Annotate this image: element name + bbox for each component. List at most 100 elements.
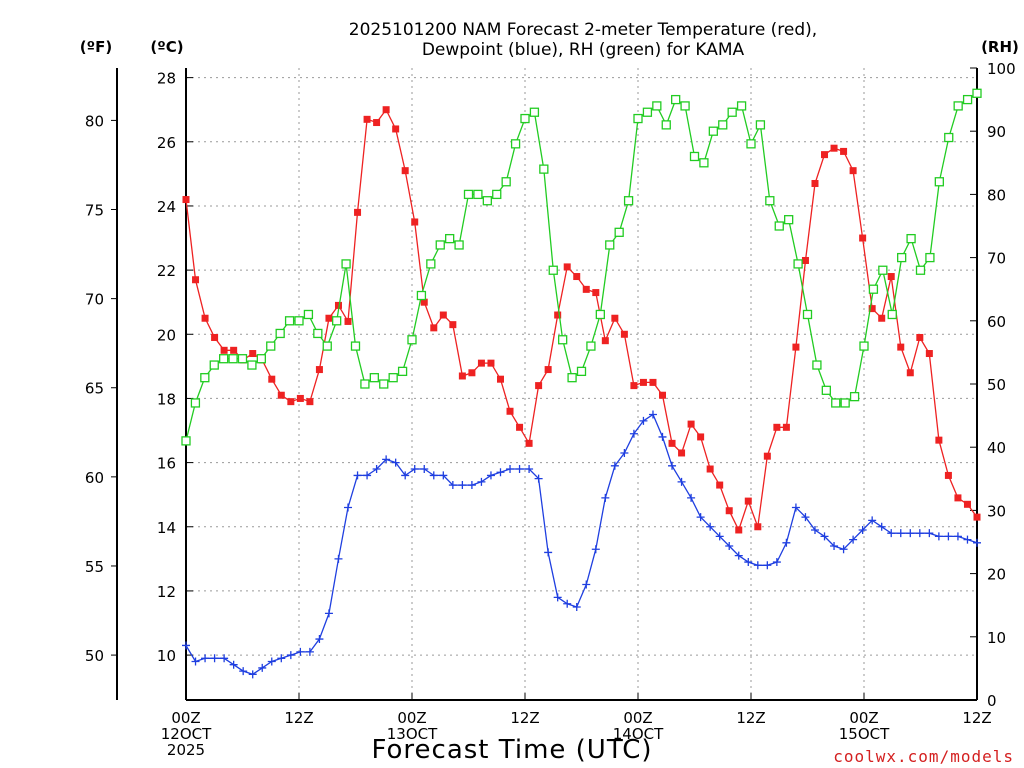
- data-point: [369, 373, 379, 383]
- data-point: [544, 366, 552, 374]
- data-point: [266, 341, 276, 351]
- data-point: [548, 265, 558, 275]
- data-point: [887, 529, 896, 538]
- data-point: [296, 394, 304, 402]
- data-point: [496, 375, 504, 383]
- data-point: [639, 416, 648, 425]
- data-point: [229, 660, 238, 669]
- data-point: [449, 321, 457, 329]
- data-point: [944, 532, 953, 541]
- data-point: [429, 471, 438, 480]
- data-point: [810, 525, 819, 534]
- data-point: [849, 391, 860, 402]
- celsius-tick-label: 18: [157, 390, 176, 408]
- fahrenheit-unit-label: (ºF): [80, 38, 112, 56]
- data-point: [954, 494, 962, 502]
- source-credit: coolwx.com/models: [833, 747, 1014, 766]
- data-point: [534, 474, 543, 483]
- data-point: [696, 513, 705, 522]
- data-point: [925, 252, 935, 263]
- data-point: [354, 208, 362, 216]
- data-point: [372, 465, 381, 474]
- data-point: [934, 177, 944, 187]
- data-point: [868, 284, 879, 294]
- data-point: [211, 333, 219, 341]
- data-point: [735, 526, 743, 534]
- x-tick-label: 12OCT: [161, 725, 212, 743]
- data-point: [906, 529, 915, 538]
- data-point: [659, 391, 667, 399]
- data-point: [973, 513, 981, 521]
- celsius-tick-label: 22: [157, 262, 176, 280]
- data-point: [515, 465, 524, 474]
- data-point: [877, 522, 886, 531]
- data-point: [567, 373, 577, 383]
- data-point: [963, 535, 972, 544]
- data-point: [642, 107, 653, 117]
- data-point: [746, 139, 756, 149]
- celsius-tick-label: 12: [157, 583, 176, 601]
- data-point: [487, 359, 495, 367]
- data-point: [344, 317, 352, 325]
- data-point: [620, 330, 628, 338]
- data-point: [219, 354, 229, 364]
- data-point: [573, 273, 581, 281]
- data-point: [821, 151, 829, 159]
- data-point: [820, 532, 829, 541]
- series-relative-humidity: [181, 88, 982, 446]
- data-point: [934, 532, 943, 541]
- data-point: [190, 398, 201, 408]
- data-point: [325, 314, 333, 322]
- x-tick-label: 00Z: [171, 709, 200, 727]
- data-point: [553, 593, 562, 602]
- data-point: [821, 385, 831, 395]
- data-point: [601, 493, 610, 502]
- data-point: [849, 167, 857, 175]
- data-point: [744, 497, 752, 505]
- data-point: [286, 651, 295, 660]
- data-point: [610, 461, 619, 470]
- data-point: [392, 125, 400, 133]
- data-point: [344, 503, 353, 512]
- data-point: [736, 101, 747, 111]
- rh-tick-label: 90: [987, 123, 1006, 141]
- data-point: [868, 305, 876, 313]
- data-point: [315, 366, 323, 374]
- data-point: [315, 635, 324, 644]
- data-point: [501, 177, 511, 187]
- data-point: [887, 309, 897, 320]
- data-point: [492, 189, 502, 200]
- data-point: [181, 436, 191, 446]
- data-point: [201, 654, 210, 663]
- fahrenheit-tick-label: 60: [85, 469, 104, 487]
- data-point: [506, 465, 515, 474]
- data-point: [687, 420, 695, 428]
- rh-tick-label: 20: [987, 566, 1006, 584]
- data-point: [839, 545, 848, 554]
- fahrenheit-tick-label: 70: [85, 291, 104, 309]
- data-point: [435, 240, 445, 250]
- data-point: [668, 439, 676, 447]
- data-point: [648, 410, 657, 419]
- data-point: [715, 532, 724, 541]
- fahrenheit-tick-label: 65: [85, 380, 104, 398]
- data-point: [268, 375, 276, 383]
- data-point: [763, 452, 771, 460]
- data-point: [249, 350, 257, 358]
- data-point: [448, 481, 457, 490]
- x-tick-label: 2025: [167, 741, 205, 759]
- celsius-tick-label: 14: [157, 519, 176, 537]
- celsius-unit-label: (ºC): [150, 38, 183, 56]
- data-point: [237, 354, 248, 364]
- data-point: [639, 378, 647, 386]
- data-point: [360, 379, 370, 389]
- data-point: [734, 551, 743, 560]
- data-point: [382, 106, 390, 114]
- celsius-tick-label: 20: [157, 326, 176, 344]
- data-point: [201, 314, 209, 322]
- data-point: [182, 641, 190, 650]
- data-point: [897, 252, 907, 263]
- data-point: [782, 538, 791, 547]
- data-point: [706, 522, 715, 531]
- data-point: [341, 259, 351, 269]
